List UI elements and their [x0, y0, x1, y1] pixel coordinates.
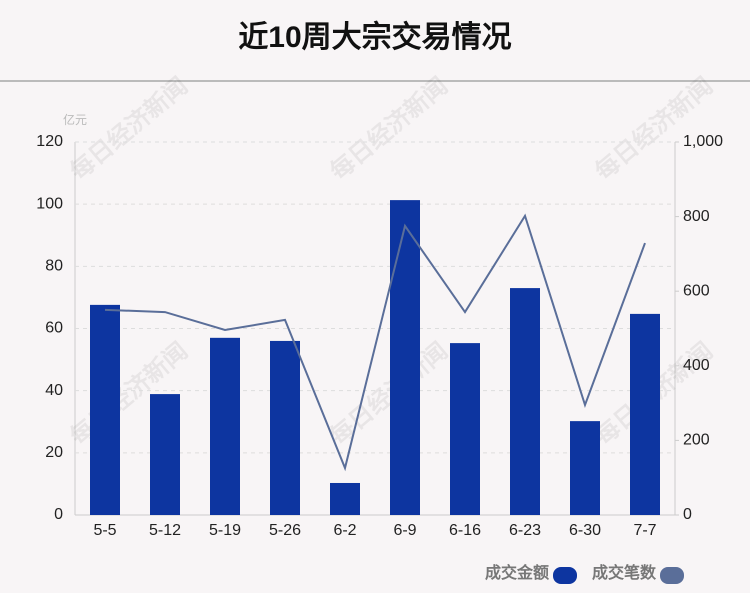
x-tick-label: 6-16 [449, 522, 481, 539]
x-tick-label: 5-19 [209, 522, 241, 539]
x-tick-label: 5-26 [269, 522, 301, 539]
bar [630, 313, 660, 515]
y-tick-label: 20 [45, 444, 63, 461]
x-tick-label: 5-12 [149, 522, 181, 539]
y2-tick-label: 400 [683, 357, 710, 374]
bar [330, 482, 360, 515]
line [104, 213, 646, 472]
y-tick-label: 40 [45, 382, 63, 399]
legend-swatch [553, 567, 577, 584]
chart-title: 近10周大宗交易情况 [238, 20, 511, 54]
bar [390, 200, 420, 515]
x-tick-label: 7-7 [633, 522, 656, 539]
y2-tick-label: 1,000 [683, 133, 723, 150]
y-tick-label: 60 [45, 320, 63, 337]
bar [90, 304, 120, 515]
y-unit: 亿元 [63, 112, 87, 127]
y2-tick-label: 200 [683, 432, 710, 449]
legend-swatch [660, 567, 684, 584]
legend-label: 成交笔数 [592, 563, 657, 582]
x-tick-label: 6-2 [333, 522, 356, 539]
y2-tick-label: 800 [683, 208, 710, 225]
y-tick-label: 80 [45, 258, 63, 275]
y-tick-label: 120 [36, 133, 63, 150]
y-tick-label: 100 [36, 195, 63, 212]
x-tick-label: 5-5 [93, 522, 116, 539]
y2-tick-label: 0 [683, 506, 692, 523]
bar [570, 421, 600, 515]
x-tick-label: 6-23 [509, 522, 541, 539]
bar [510, 288, 540, 515]
x-tick-label: 6-30 [569, 522, 601, 539]
x-tick-label: 6-9 [393, 522, 416, 539]
bar [270, 340, 300, 515]
y2-tick-label: 600 [683, 282, 710, 299]
bar [210, 337, 240, 515]
bar [450, 343, 480, 515]
y-tick-label: 0 [54, 506, 63, 523]
bar [150, 394, 180, 515]
legend-label: 成交金额 [485, 563, 549, 582]
